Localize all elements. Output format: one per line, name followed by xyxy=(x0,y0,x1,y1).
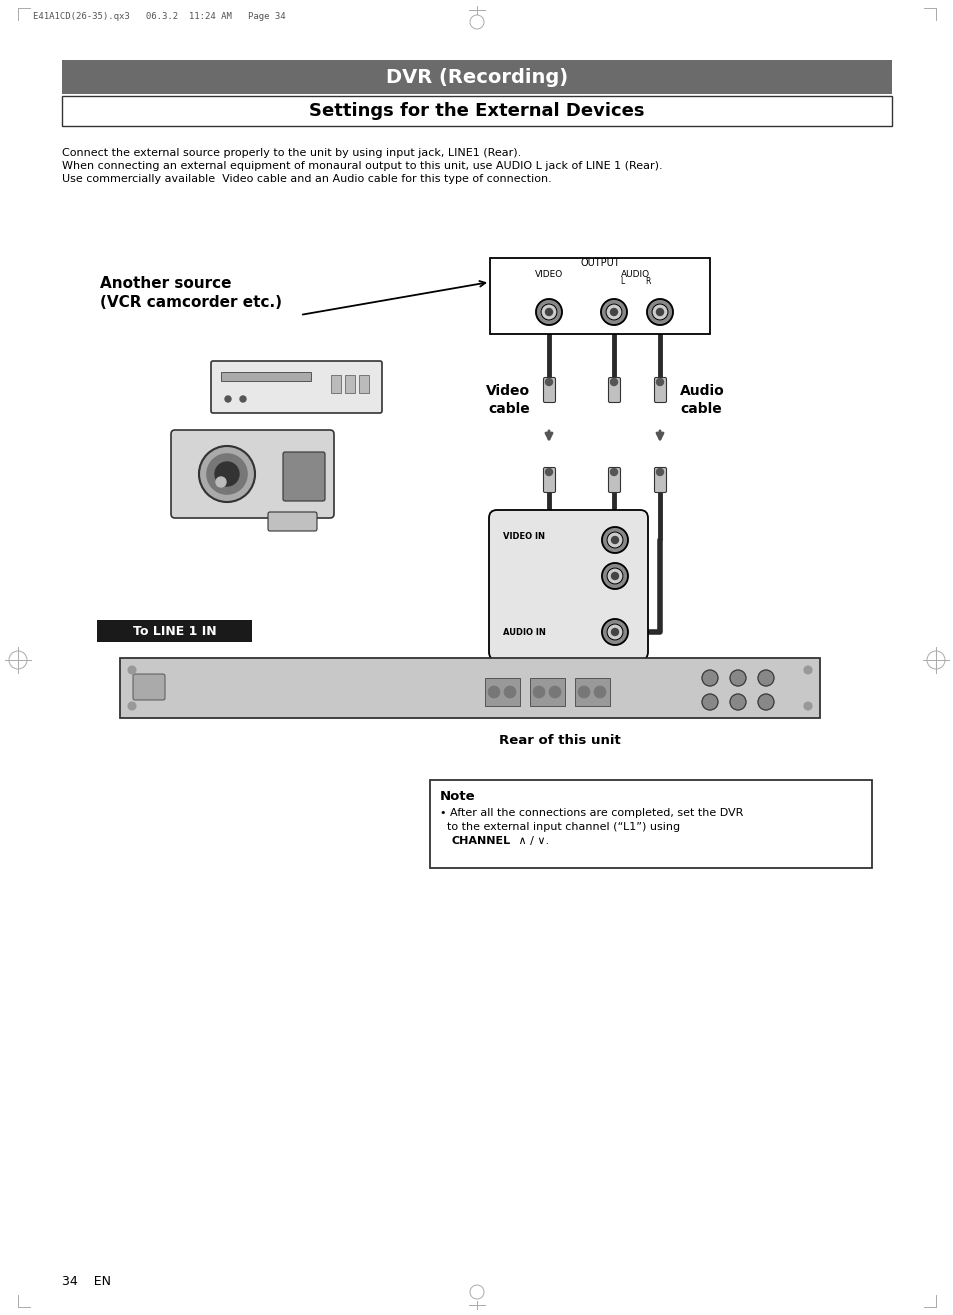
FancyBboxPatch shape xyxy=(489,510,647,660)
Circle shape xyxy=(536,299,561,325)
Circle shape xyxy=(803,702,811,710)
Text: to the external input channel (“L1”) using: to the external input channel (“L1”) usi… xyxy=(439,822,679,832)
Circle shape xyxy=(601,619,627,644)
Text: L: L xyxy=(619,276,623,285)
FancyBboxPatch shape xyxy=(62,60,891,93)
FancyBboxPatch shape xyxy=(608,468,619,493)
Circle shape xyxy=(803,665,811,675)
Circle shape xyxy=(128,665,136,675)
Text: CHANNEL: CHANNEL xyxy=(452,836,511,846)
FancyBboxPatch shape xyxy=(171,430,334,518)
FancyBboxPatch shape xyxy=(608,377,619,402)
FancyBboxPatch shape xyxy=(268,512,316,531)
FancyBboxPatch shape xyxy=(132,675,165,700)
Text: 34    EN: 34 EN xyxy=(62,1276,111,1287)
Circle shape xyxy=(540,304,557,320)
FancyBboxPatch shape xyxy=(358,375,369,393)
FancyBboxPatch shape xyxy=(543,468,555,493)
Circle shape xyxy=(240,396,246,402)
Text: When connecting an external equipment of monaural output to this unit, use AUDIO: When connecting an external equipment of… xyxy=(62,160,662,171)
FancyBboxPatch shape xyxy=(211,362,381,413)
Circle shape xyxy=(503,686,516,698)
Circle shape xyxy=(701,694,718,710)
Circle shape xyxy=(611,572,618,580)
Circle shape xyxy=(656,379,662,385)
FancyBboxPatch shape xyxy=(97,619,252,642)
Circle shape xyxy=(758,694,773,710)
Circle shape xyxy=(225,396,231,402)
FancyBboxPatch shape xyxy=(654,468,666,493)
FancyBboxPatch shape xyxy=(283,452,325,501)
Circle shape xyxy=(601,527,627,554)
Text: Audio
cable: Audio cable xyxy=(679,384,724,416)
Text: Another source
(VCR camcorder etc.): Another source (VCR camcorder etc.) xyxy=(100,276,282,310)
FancyBboxPatch shape xyxy=(543,377,555,402)
Circle shape xyxy=(578,686,589,698)
Circle shape xyxy=(701,671,718,686)
FancyBboxPatch shape xyxy=(62,96,891,126)
Circle shape xyxy=(601,563,627,589)
Text: Connect the external source properly to the unit by using input jack, LINE1 (Rea: Connect the external source properly to … xyxy=(62,149,520,158)
Circle shape xyxy=(488,686,499,698)
Circle shape xyxy=(646,299,672,325)
Circle shape xyxy=(610,468,617,476)
Text: VIDEO: VIDEO xyxy=(535,270,562,279)
Circle shape xyxy=(207,454,247,494)
Text: Video
cable: Video cable xyxy=(485,384,530,416)
Circle shape xyxy=(214,462,239,487)
Circle shape xyxy=(199,446,254,502)
Circle shape xyxy=(128,702,136,710)
FancyBboxPatch shape xyxy=(490,258,709,334)
Circle shape xyxy=(656,309,662,316)
Circle shape xyxy=(758,671,773,686)
Circle shape xyxy=(729,694,745,710)
Circle shape xyxy=(545,379,552,385)
Circle shape xyxy=(594,686,605,698)
Text: AUDIO IN: AUDIO IN xyxy=(502,627,545,636)
FancyBboxPatch shape xyxy=(575,679,609,706)
Text: ∧ / ∨.: ∧ / ∨. xyxy=(515,836,549,846)
FancyBboxPatch shape xyxy=(484,679,519,706)
Circle shape xyxy=(611,629,618,635)
Text: OUTPUT: OUTPUT xyxy=(579,258,619,268)
Circle shape xyxy=(651,304,667,320)
Text: • After all the connections are completed, set the DVR: • After all the connections are complete… xyxy=(439,807,742,818)
FancyBboxPatch shape xyxy=(331,375,340,393)
Circle shape xyxy=(548,686,560,698)
Circle shape xyxy=(606,625,622,640)
Text: Note: Note xyxy=(439,790,476,803)
FancyBboxPatch shape xyxy=(654,377,666,402)
Text: R: R xyxy=(644,276,650,285)
Circle shape xyxy=(605,304,621,320)
Circle shape xyxy=(729,671,745,686)
Text: Use commercially available  Video cable and an Audio cable for this type of conn: Use commercially available Video cable a… xyxy=(62,174,551,184)
FancyBboxPatch shape xyxy=(221,372,311,381)
FancyBboxPatch shape xyxy=(120,658,820,718)
Circle shape xyxy=(606,568,622,584)
Text: To LINE 1 IN: To LINE 1 IN xyxy=(133,625,216,638)
Circle shape xyxy=(606,533,622,548)
Text: VIDEO IN: VIDEO IN xyxy=(502,531,544,540)
Circle shape xyxy=(610,309,617,316)
Text: Settings for the External Devices: Settings for the External Devices xyxy=(309,103,644,120)
Text: Rear of this unit: Rear of this unit xyxy=(498,734,620,747)
Circle shape xyxy=(545,309,552,316)
Circle shape xyxy=(533,686,544,698)
FancyBboxPatch shape xyxy=(530,679,564,706)
Circle shape xyxy=(656,468,662,476)
FancyBboxPatch shape xyxy=(345,375,355,393)
Circle shape xyxy=(610,379,617,385)
FancyBboxPatch shape xyxy=(430,780,871,868)
Circle shape xyxy=(600,299,626,325)
Text: E41A1CD(26-35).qx3   06.3.2  11:24 AM   Page 34: E41A1CD(26-35).qx3 06.3.2 11:24 AM Page … xyxy=(33,12,285,21)
Circle shape xyxy=(545,468,552,476)
Text: AUDIO: AUDIO xyxy=(619,270,649,279)
Text: DVR (Recording): DVR (Recording) xyxy=(386,67,567,87)
Circle shape xyxy=(215,477,226,487)
Circle shape xyxy=(611,537,618,543)
